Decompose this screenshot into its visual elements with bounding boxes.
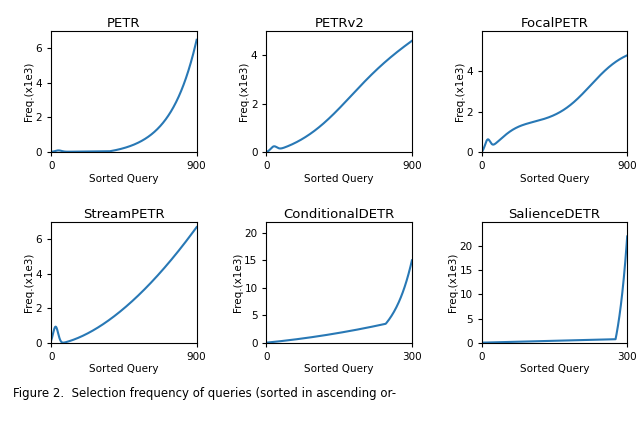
X-axis label: Sorted Query: Sorted Query bbox=[89, 174, 159, 184]
Y-axis label: Freq.(x1e3): Freq.(x1e3) bbox=[448, 253, 458, 312]
Y-axis label: Freq.(x1e3): Freq.(x1e3) bbox=[454, 62, 465, 121]
Text: Figure 2.  Selection frequency of queries (sorted in ascending or-: Figure 2. Selection frequency of queries… bbox=[13, 387, 396, 400]
X-axis label: Sorted Query: Sorted Query bbox=[89, 364, 159, 374]
Title: PETRv2: PETRv2 bbox=[314, 17, 364, 30]
Title: StreamPETR: StreamPETR bbox=[83, 208, 164, 221]
X-axis label: Sorted Query: Sorted Query bbox=[520, 174, 589, 184]
X-axis label: Sorted Query: Sorted Query bbox=[305, 364, 374, 374]
Title: PETR: PETR bbox=[107, 17, 141, 30]
Title: SalienceDETR: SalienceDETR bbox=[508, 208, 600, 221]
Y-axis label: Freq.(x1e3): Freq.(x1e3) bbox=[239, 62, 250, 121]
Y-axis label: Freq.(x1e3): Freq.(x1e3) bbox=[24, 253, 34, 312]
Y-axis label: Freq.(x1e3): Freq.(x1e3) bbox=[24, 62, 34, 121]
Title: FocalPETR: FocalPETR bbox=[520, 17, 588, 30]
X-axis label: Sorted Query: Sorted Query bbox=[520, 364, 589, 374]
Title: ConditionalDETR: ConditionalDETR bbox=[284, 208, 395, 221]
Y-axis label: Freq.(x1e3): Freq.(x1e3) bbox=[233, 253, 243, 312]
X-axis label: Sorted Query: Sorted Query bbox=[305, 174, 374, 184]
